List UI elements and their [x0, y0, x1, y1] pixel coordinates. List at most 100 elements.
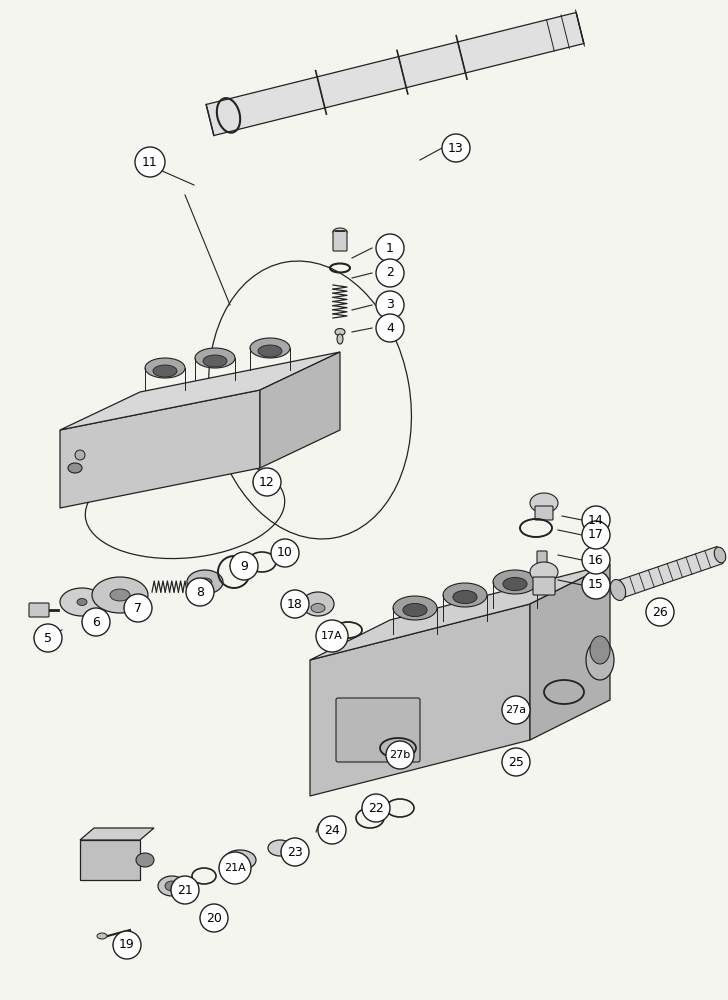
- Text: 24: 24: [324, 824, 340, 836]
- Text: 10: 10: [277, 546, 293, 560]
- Circle shape: [582, 546, 610, 574]
- FancyBboxPatch shape: [29, 603, 49, 617]
- Polygon shape: [310, 564, 610, 660]
- Text: 18: 18: [287, 597, 303, 610]
- Circle shape: [171, 876, 199, 904]
- Text: 21A: 21A: [224, 863, 246, 873]
- Circle shape: [271, 539, 299, 567]
- Polygon shape: [206, 12, 584, 136]
- Ellipse shape: [302, 592, 334, 616]
- Circle shape: [34, 624, 62, 652]
- Text: 16: 16: [588, 554, 604, 566]
- Circle shape: [362, 794, 390, 822]
- Polygon shape: [615, 546, 723, 599]
- Text: 2: 2: [386, 266, 394, 279]
- Circle shape: [124, 594, 152, 622]
- Text: 4: 4: [386, 322, 394, 334]
- Ellipse shape: [145, 358, 185, 378]
- Ellipse shape: [443, 583, 487, 607]
- Text: 17A: 17A: [321, 631, 343, 641]
- Circle shape: [318, 816, 346, 844]
- Ellipse shape: [165, 881, 179, 891]
- Polygon shape: [60, 390, 260, 508]
- Polygon shape: [80, 828, 154, 840]
- Ellipse shape: [393, 596, 437, 620]
- Circle shape: [502, 696, 530, 724]
- Circle shape: [200, 904, 228, 932]
- Circle shape: [582, 506, 610, 534]
- Ellipse shape: [337, 334, 343, 344]
- Text: 15: 15: [588, 578, 604, 591]
- Polygon shape: [60, 352, 340, 430]
- Text: 8: 8: [196, 585, 204, 598]
- Ellipse shape: [68, 463, 82, 473]
- Ellipse shape: [590, 636, 610, 664]
- Text: 9: 9: [240, 560, 248, 572]
- Ellipse shape: [232, 855, 248, 865]
- Circle shape: [75, 450, 85, 460]
- FancyBboxPatch shape: [533, 577, 555, 595]
- Ellipse shape: [503, 577, 527, 591]
- Text: 19: 19: [119, 938, 135, 952]
- Ellipse shape: [203, 355, 227, 367]
- Circle shape: [219, 852, 251, 884]
- Circle shape: [582, 571, 610, 599]
- Circle shape: [386, 741, 414, 769]
- Text: 3: 3: [386, 298, 394, 312]
- Ellipse shape: [136, 853, 154, 867]
- Text: 20: 20: [206, 912, 222, 924]
- FancyBboxPatch shape: [535, 506, 553, 520]
- Ellipse shape: [224, 850, 256, 870]
- Text: 7: 7: [134, 601, 142, 614]
- Text: 22: 22: [368, 802, 384, 814]
- Ellipse shape: [153, 365, 177, 377]
- Text: 6: 6: [92, 615, 100, 629]
- Ellipse shape: [714, 547, 726, 563]
- Circle shape: [135, 147, 165, 177]
- FancyBboxPatch shape: [537, 551, 547, 571]
- Text: 27a: 27a: [505, 705, 526, 715]
- Circle shape: [376, 314, 404, 342]
- Polygon shape: [80, 840, 140, 880]
- Text: 12: 12: [259, 476, 275, 488]
- Circle shape: [281, 590, 309, 618]
- Circle shape: [230, 552, 258, 580]
- Circle shape: [253, 468, 281, 496]
- Text: 25: 25: [508, 756, 524, 768]
- Circle shape: [113, 931, 141, 959]
- Ellipse shape: [530, 562, 558, 582]
- Circle shape: [316, 620, 348, 652]
- Ellipse shape: [586, 640, 614, 680]
- Ellipse shape: [198, 578, 212, 586]
- Polygon shape: [260, 352, 340, 468]
- Text: 26: 26: [652, 605, 668, 618]
- FancyBboxPatch shape: [333, 231, 347, 251]
- Ellipse shape: [77, 598, 87, 605]
- Circle shape: [502, 748, 530, 776]
- Ellipse shape: [60, 588, 104, 616]
- Circle shape: [442, 134, 470, 162]
- Circle shape: [82, 608, 110, 636]
- Text: 21: 21: [177, 884, 193, 896]
- Ellipse shape: [258, 345, 282, 357]
- Ellipse shape: [311, 603, 325, 612]
- Ellipse shape: [158, 876, 186, 896]
- Ellipse shape: [453, 590, 477, 604]
- Text: 14: 14: [588, 514, 604, 526]
- Ellipse shape: [335, 328, 345, 336]
- Circle shape: [376, 291, 404, 319]
- Text: 11: 11: [142, 155, 158, 168]
- Ellipse shape: [268, 840, 292, 856]
- FancyBboxPatch shape: [336, 698, 420, 762]
- Text: 1: 1: [386, 241, 394, 254]
- Circle shape: [646, 598, 674, 626]
- Ellipse shape: [333, 228, 347, 236]
- Ellipse shape: [187, 570, 223, 594]
- Polygon shape: [310, 604, 530, 796]
- Circle shape: [281, 838, 309, 866]
- Text: 13: 13: [448, 141, 464, 154]
- Circle shape: [582, 521, 610, 549]
- Ellipse shape: [530, 493, 558, 513]
- Ellipse shape: [403, 603, 427, 617]
- Text: 5: 5: [44, 632, 52, 645]
